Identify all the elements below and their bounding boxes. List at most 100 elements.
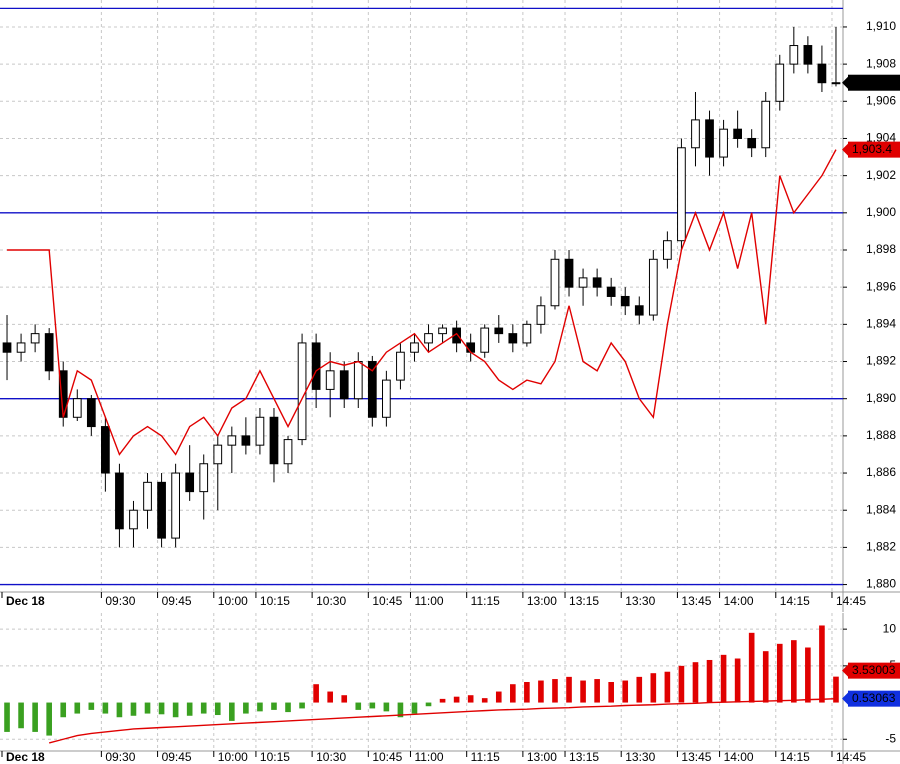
histogram-bar [734,658,741,703]
histogram-bar [791,640,797,703]
candle-body [396,351,405,381]
histogram-bar [819,625,825,703]
y-tick-label: 1,886 [866,465,896,479]
histogram-bar [594,679,600,703]
x-tick-label: 14:45 [836,750,866,764]
candle-body [817,63,827,84]
candle-body [199,463,209,493]
candle-body [30,333,40,344]
histogram-bar [383,702,390,712]
candle-body [719,128,728,158]
x-tick-label: 09:45 [162,594,192,608]
candle-body [691,119,700,149]
candle-body [592,277,602,288]
candle-body [789,45,799,65]
x-tick-label: 11:15 [471,750,500,764]
histogram-bar [327,691,333,703]
price-tag: 0.53063 [852,691,896,705]
candle-body [171,472,180,539]
x-tick-label: 09:30 [105,594,135,608]
histogram-bar [299,702,305,709]
line-series [48,697,837,744]
x-tick-label: 11:15 [471,594,500,608]
price-tag-arrow [842,664,848,677]
histogram-bar [439,698,446,703]
histogram-bar [18,702,24,729]
candle-body [339,370,349,400]
candle-body [157,481,166,539]
histogram-bar [214,702,221,716]
x-tick-label: 13:15 [569,594,599,608]
candle-body [311,342,321,390]
candle-body [536,305,546,325]
line-series [7,149,837,456]
price-tag-arrow [842,692,848,705]
candle-body [269,416,279,465]
histogram-bar [257,702,263,712]
x-tick-label: 14:45 [836,594,866,608]
y-tick-label: 1,910 [866,19,896,33]
x-tick-label: 13:45 [681,750,711,764]
y-tick-label: 1,906 [866,93,896,107]
histogram-bar [467,695,474,703]
candle-body [747,137,757,149]
candle-body [143,481,152,511]
x-tick-label: 13:30 [625,750,655,764]
candle-body [410,342,419,353]
y-tick-label: 1,900 [866,205,896,219]
price-tag-arrow [842,143,848,156]
candle-body [677,147,686,242]
candle-body [283,439,293,465]
histogram-bar [650,673,657,703]
candle-body [733,128,742,139]
y-tick-label: 1,882 [866,540,896,554]
candle-body [424,333,433,344]
histogram-bar [4,702,10,732]
candle-body [115,472,124,530]
candle-body [44,333,54,372]
candle-body [663,240,672,260]
histogram-bar [200,702,207,714]
x-tick-label: 10:45 [372,750,402,764]
y-tick-label: 1,908 [866,56,896,70]
histogram-bar [481,698,488,703]
candle-body [353,361,363,400]
histogram-bar [566,676,572,703]
candle-body [227,435,237,446]
price-tag-bg [848,690,900,707]
histogram-bar [341,695,348,703]
price-tag-bg [848,141,900,158]
x-tick-label: Dec 18 [6,750,45,764]
candle-body [550,258,560,307]
x-tick-label: 10:30 [316,750,346,764]
x-tick-label: 13:15 [569,750,599,764]
histogram-bar [172,702,179,718]
histogram-bar [144,702,151,714]
candle-body [761,100,771,149]
x-tick-label: 13:45 [681,594,711,608]
histogram-bar [130,702,137,716]
histogram-bar [60,702,67,718]
y-tick-label: 1,892 [866,354,896,368]
candle-body [101,426,110,474]
candle-body [606,286,616,297]
x-tick-label: 10:15 [260,594,290,608]
x-tick-label: 09:45 [162,750,192,764]
candle-body [2,342,12,353]
candle-body [803,45,813,65]
histogram-bar [411,702,418,714]
histogram-bar [538,680,544,703]
y-tick-label: 1,896 [866,279,896,293]
candle-body [578,277,588,288]
y-tick-label: 1,894 [866,317,896,331]
candle-body [185,472,195,493]
x-tick-label: 10:00 [218,594,248,608]
candle-body [831,82,841,85]
histogram-bar [706,659,713,703]
histogram-bar [88,702,95,710]
price-tag: 3.53003 [852,663,896,677]
histogram-bar [102,702,109,714]
candle-body [522,323,532,344]
histogram-bar [664,671,671,703]
